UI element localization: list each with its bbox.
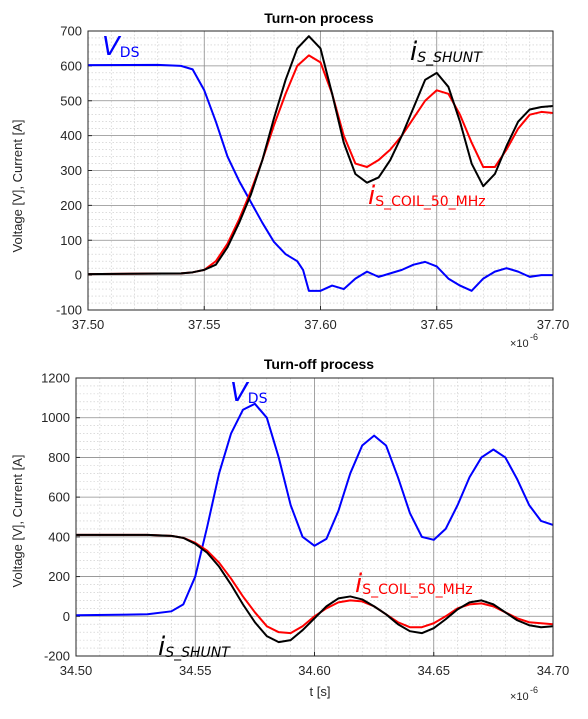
plot-frame <box>87 30 554 311</box>
turn-off-chart: Turn-off process Voltage [V], Current [A… <box>10 356 569 703</box>
vds-annotation: VDS <box>102 32 140 62</box>
x-tick-label: 37.70 <box>537 317 570 332</box>
vds-annotation: VDS <box>230 378 268 408</box>
y-tick-label: -200 <box>44 649 70 664</box>
x-tick-label: 34.65 <box>417 663 450 678</box>
x-tick-label: 37.50 <box>72 317 105 332</box>
annotation-symbol: i <box>355 569 363 599</box>
chart-title: Turn-off process <box>264 356 374 372</box>
x-exponent-base: ×10 <box>510 691 529 703</box>
y-tick-label: 600 <box>60 58 82 73</box>
annotation-symbol: i <box>158 632 166 662</box>
y-tick-label: 400 <box>60 128 82 143</box>
y-axis-label: Voltage [V], Current [A] <box>10 455 25 588</box>
y-tick-label: 400 <box>48 529 70 544</box>
plot-area <box>76 402 553 644</box>
y-tick-label: 1000 <box>41 410 70 425</box>
coil-series-line <box>88 54 553 276</box>
x-tick-label: 34.60 <box>298 663 331 678</box>
coil-series-line <box>76 533 553 635</box>
shunt-annotation: iS_SHUNT <box>410 37 483 67</box>
y-axis-label: Voltage [V], Current [A] <box>10 120 25 253</box>
vds-series-line <box>76 402 553 617</box>
x-exponent-label: ×10 -6 <box>510 332 538 350</box>
plot-frame <box>75 377 554 657</box>
y-tick-label: 100 <box>60 233 82 248</box>
x-exponent-power: -6 <box>530 332 538 342</box>
grid <box>88 31 553 310</box>
coil-annotation: iS_COIL_50_MHz <box>368 181 486 211</box>
annotation-subscript: DS <box>248 391 268 407</box>
annotation-symbol: V <box>102 32 122 62</box>
annotation-subscript: S_COIL_50_MHz <box>375 194 485 210</box>
x-exponent-label: ×10 -6 <box>510 685 538 703</box>
shunt-series-line <box>88 35 553 276</box>
annotation-subscript: S_SHUNT <box>165 645 231 661</box>
chart-title: Turn-on process <box>264 10 374 26</box>
annotation-subscript: S_COIL_50_MHz <box>362 582 472 598</box>
shunt-series-line <box>76 533 553 644</box>
x-tick-label: 34.55 <box>179 663 212 678</box>
shunt-annotation: iS_SHUNT <box>158 632 231 662</box>
y-tick-label: 200 <box>60 198 82 213</box>
vds-series-line <box>88 63 553 292</box>
y-tick-label: 0 <box>63 609 70 624</box>
y-tick-label: -100 <box>56 303 82 318</box>
y-tick-label: 0 <box>75 268 82 283</box>
y-tick-label: 200 <box>48 569 70 584</box>
x-tick-label: 34.70 <box>537 663 570 678</box>
x-tick-label: 37.65 <box>420 317 453 332</box>
turn-on-chart: Turn-on process Voltage [V], Current [A]… <box>10 10 569 350</box>
x-tick-label: 37.55 <box>188 317 221 332</box>
annotation-subscript: S_SHUNT <box>417 50 483 66</box>
x-exponent-base: ×10 <box>510 338 529 350</box>
x-exponent-power: -6 <box>530 685 538 695</box>
x-tick-label: 37.60 <box>304 317 337 332</box>
y-tick-label: 600 <box>48 490 70 505</box>
annotation-symbol: i <box>410 37 418 67</box>
y-tick-label: 1200 <box>41 371 70 386</box>
x-axis-label: t [s] <box>310 684 331 699</box>
annotation-symbol: V <box>230 378 250 408</box>
annotation-subscript: DS <box>120 45 140 61</box>
y-tick-label: 700 <box>60 24 82 39</box>
y-tick-label: 800 <box>48 450 70 465</box>
coil-annotation: iS_COIL_50_MHz <box>355 569 473 599</box>
plot-area <box>88 35 553 292</box>
annotation-symbol: i <box>368 181 376 211</box>
y-tick-label: 300 <box>60 163 82 178</box>
x-tick-label: 34.50 <box>60 663 93 678</box>
y-tick-label: 500 <box>60 93 82 108</box>
